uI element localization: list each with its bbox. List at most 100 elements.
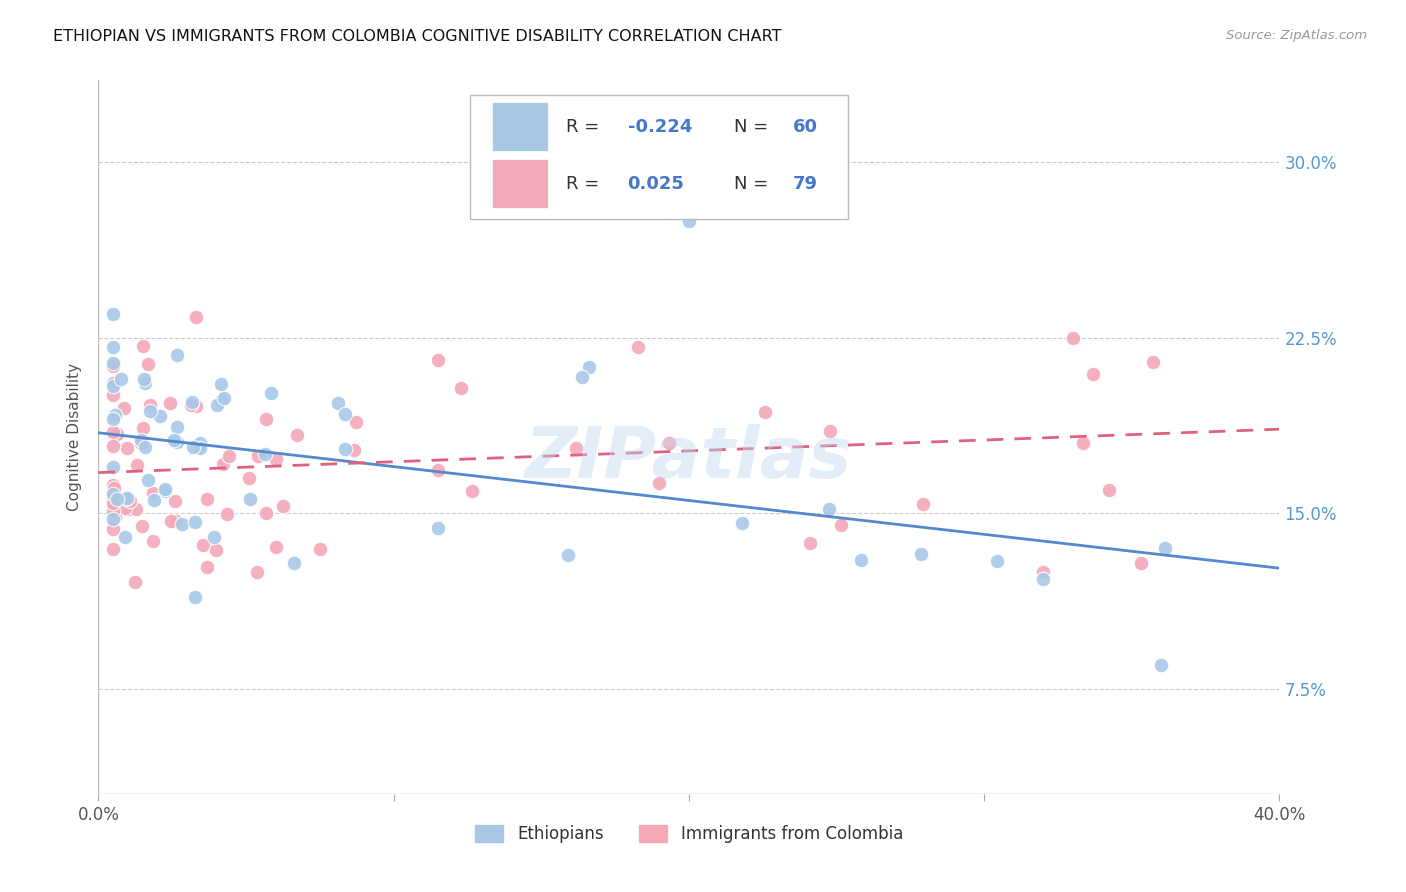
Point [184,399,207,413]
Point [103,459,125,474]
Text: -0.224: -0.224 [627,118,692,136]
Point [115,492,138,507]
Point [731,516,754,531]
Text: R =: R = [567,175,605,193]
Point [105,492,128,507]
Point [129,433,152,447]
Point [103,509,125,524]
Point [427,463,450,477]
Point [1154,541,1177,556]
Point [134,440,156,454]
Point [195,560,218,574]
Point [849,552,872,566]
Point [578,359,600,374]
Point [571,369,593,384]
Point [103,425,125,439]
Point [131,420,153,434]
Text: ETHIOPIAN VS IMMIGRANTS FROM COLOMBIA COGNITIVE DISABILITY CORRELATION CHART: ETHIOPIAN VS IMMIGRANTS FROM COLOMBIA CO… [53,29,782,44]
Point [1130,556,1153,570]
Point [103,487,125,501]
Point [114,501,136,516]
Point [254,412,277,426]
Text: ZIPatlas: ZIPatlas [526,424,852,493]
Point [103,376,125,391]
Point [103,307,125,321]
Point [138,473,160,487]
Point [678,213,700,227]
Point [170,517,193,532]
Point [238,471,260,485]
Point [1032,572,1054,586]
Point [149,409,172,424]
Point [1062,331,1084,345]
Text: N =: N = [734,118,773,136]
Point [825,190,848,204]
Point [103,504,125,518]
Point [112,401,135,415]
Point [565,442,588,456]
Point [343,443,366,458]
Point [195,492,218,507]
Point [142,534,165,549]
Point [103,356,125,370]
Point [1071,436,1094,450]
Point [103,522,125,536]
FancyBboxPatch shape [492,160,548,208]
Point [461,483,484,498]
Point [103,496,125,510]
Point [817,501,839,516]
Point [142,493,165,508]
Point [131,519,153,533]
Point [124,575,146,590]
Point [103,439,125,453]
Point [214,391,236,405]
Point [134,376,156,390]
Text: 60: 60 [793,118,818,136]
Point [103,542,125,557]
Point [254,506,277,520]
Point [138,404,160,418]
Point [183,440,205,454]
Point [212,457,235,471]
Point [450,381,472,395]
Y-axis label: Cognitive Disability: Cognitive Disability [67,363,83,511]
Point [209,394,232,409]
Point [1142,355,1164,369]
Point [103,412,125,426]
Point [333,442,356,456]
Point [114,530,136,544]
Point [1032,565,1054,579]
Text: 0.025: 0.025 [627,175,685,193]
Point [658,435,681,450]
Point [188,438,211,452]
Point [648,476,671,491]
Point [283,556,305,570]
Point [309,541,332,556]
Point [264,541,287,555]
Point [986,554,1008,568]
Point [103,379,125,393]
Point [830,518,852,533]
Point [127,458,149,472]
Legend: Ethiopians, Immigrants from Colombia: Ethiopians, Immigrants from Colombia [468,817,910,850]
Point [183,516,205,530]
Text: 79: 79 [793,175,818,193]
Point [166,420,188,434]
Text: Source: ZipAtlas.com: Source: ZipAtlas.com [1226,29,1367,42]
Point [218,449,240,463]
Point [180,395,202,409]
Point [159,395,181,409]
Point [166,348,188,362]
Point [138,357,160,371]
Point [1098,483,1121,497]
Point [139,398,162,412]
Point [142,486,165,500]
Point [132,371,155,385]
Point [105,427,128,442]
Point [820,424,842,438]
Point [155,483,177,497]
Point [103,359,125,374]
Point [246,449,269,463]
Point [205,543,228,558]
Point [104,408,127,422]
